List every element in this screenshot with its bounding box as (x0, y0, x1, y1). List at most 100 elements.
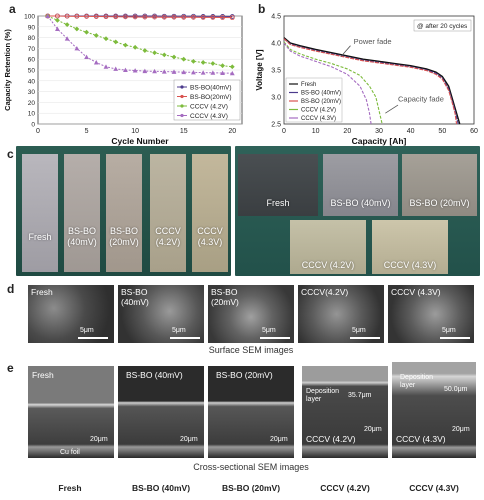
scale-bar (170, 337, 200, 339)
data-point (103, 64, 109, 69)
surface-sem-bsbo20: BS-BO (20mV) 5μm (208, 285, 294, 343)
data-point (142, 48, 148, 53)
data-point (210, 70, 216, 75)
footer-label-cccv43: CCCV (4.3V) (409, 483, 459, 493)
y-tick-label: 80 (28, 35, 36, 42)
legend-entry: Fresh (301, 82, 316, 88)
data-point (229, 15, 235, 21)
x-tick-label: 50 (438, 128, 446, 135)
photo-tag-cccv43: CCCV (4.3V) (197, 226, 223, 247)
series-line (283, 37, 461, 125)
y-tick-label: 2.5 (271, 122, 281, 129)
footer-label-bsbo20: BS-BO (20mV) (221, 483, 281, 493)
data-point (45, 13, 51, 18)
cross-deposition-cccv42: Deposition layer (306, 388, 340, 403)
data-point (200, 60, 206, 65)
data-point (152, 50, 157, 56)
data-point (84, 14, 89, 19)
sem-scale-cccv42: 5μm (352, 327, 366, 334)
data-point (142, 14, 148, 20)
data-point (161, 69, 167, 74)
x-tick-label: 5 (85, 128, 89, 135)
legend-marker (180, 113, 184, 118)
y-tick-label: 100 (24, 14, 35, 21)
x-axis-label: Capacity [Ah] (352, 136, 407, 146)
cross-tag-fresh: Fresh (32, 370, 54, 380)
legend-entry: BS-BO(20mV) (190, 94, 232, 101)
cross-scale-bsbo20: 20μm (270, 436, 288, 443)
sem-scale-bsbo40: 5μm (172, 327, 186, 334)
x-axis-label: Cycle Number (111, 136, 169, 146)
data-point (220, 15, 225, 20)
legend-entry: BS-BO (20mV) (301, 99, 341, 105)
data-point (123, 67, 128, 72)
capacity-retention-chart: 0 10 20 30 40 50 60 70 80 90 100 0 5 10 15 20 Cycle Numb… (3, 13, 243, 146)
data-point (64, 13, 70, 19)
y-tick-label: 4.0 (271, 41, 281, 48)
voltage-capacity-chart: 2.5 3.0 3.5 4.0 4.5 0 10 20 30 40 50 60 Capacity [Ah… (255, 14, 478, 147)
y-tick-label: 60 (28, 57, 36, 64)
data-point (123, 14, 128, 20)
scale-bar (440, 337, 470, 339)
photo-tag-bsbo20: BS-BO (20mV) (109, 226, 139, 247)
surface-sem-caption: Surface SEM images (208, 345, 294, 355)
photo-tag-right-cccv42: CCCV (4.2V) (301, 260, 355, 270)
surface-sem-bsbo40: BS-BO (40mV) 5μm (118, 285, 204, 343)
data-point (113, 14, 119, 20)
data-point (113, 66, 119, 71)
sem-tag-cccv43: CCCV (4.3V) (391, 287, 441, 297)
panel-label-c: c (7, 147, 14, 161)
legend-entry: BS-BO(40mV) (190, 84, 232, 91)
data-point (161, 14, 167, 20)
series-line (283, 42, 372, 125)
sem-tag-fresh: Fresh (31, 287, 53, 297)
photo-tag-right-bsbo40: BS-BO (40mV) (330, 198, 391, 208)
data-point (181, 14, 187, 20)
cross-tag-cccv42: CCCV (4.2V) (306, 434, 356, 444)
data-point (84, 29, 89, 35)
data-point (74, 46, 80, 51)
sem-scale-bsbo20: 5μm (262, 327, 276, 334)
x-tick-label: 20 (228, 128, 236, 135)
photo-tag-right-bsbo20: BS-BO (20mV) (409, 198, 470, 208)
data-point (84, 54, 89, 60)
cross-foil-fresh: Cu foil (60, 449, 80, 456)
x-tick-label: 30 (375, 128, 383, 135)
surface-sem-fresh: Fresh 5μm (28, 285, 114, 343)
legend-marker (180, 104, 184, 108)
legend-entry: BS-BO (40mV) (301, 91, 341, 97)
data-point (132, 68, 138, 73)
cross-scale-cccv42: 20μm (364, 426, 382, 433)
data-point (152, 14, 157, 20)
data-point (200, 15, 206, 20)
thickness-cccv42: 35.7μm (348, 392, 372, 399)
y-axis-label: Voltage [V] (255, 49, 264, 91)
scale-bar (78, 337, 108, 339)
photo-tag-right-fresh: Fresh (266, 198, 290, 208)
x-tick-label: 20 (343, 128, 351, 135)
data-point (210, 15, 216, 20)
y-tick-label: 40 (28, 78, 36, 85)
cross-tag-bsbo40: BS-BO (40mV) (126, 370, 183, 380)
data-point (161, 52, 167, 58)
footer-label-cccv42: CCCV (4.2V) (320, 483, 370, 493)
y-tick-label: 10 (28, 111, 36, 118)
panel-label-b: b (258, 2, 266, 16)
legend-entry: CCCV (4.2V) (301, 108, 336, 114)
cross-scale-bsbo40: 20μm (180, 436, 198, 443)
legend-entry: CCCV (4.2V) (190, 103, 228, 110)
panel-label-e: e (7, 361, 14, 375)
footer-label-bsbo40: BS-BO (40mV) (131, 483, 191, 493)
data-point (171, 69, 177, 74)
panel-label-d: d (7, 282, 15, 296)
y-tick-label: 50 (28, 68, 36, 75)
y-tick-label: 3.0 (271, 95, 281, 102)
panel-label-a: a (9, 2, 16, 16)
data-point (93, 14, 99, 19)
legend-entry: CCCV (4.3V) (301, 116, 336, 122)
data-point (132, 14, 138, 20)
data-point (55, 26, 60, 31)
legend (285, 77, 343, 123)
series-line (283, 41, 383, 125)
photo-tag-right-cccv43: CCCV (4.3V) (383, 260, 437, 270)
